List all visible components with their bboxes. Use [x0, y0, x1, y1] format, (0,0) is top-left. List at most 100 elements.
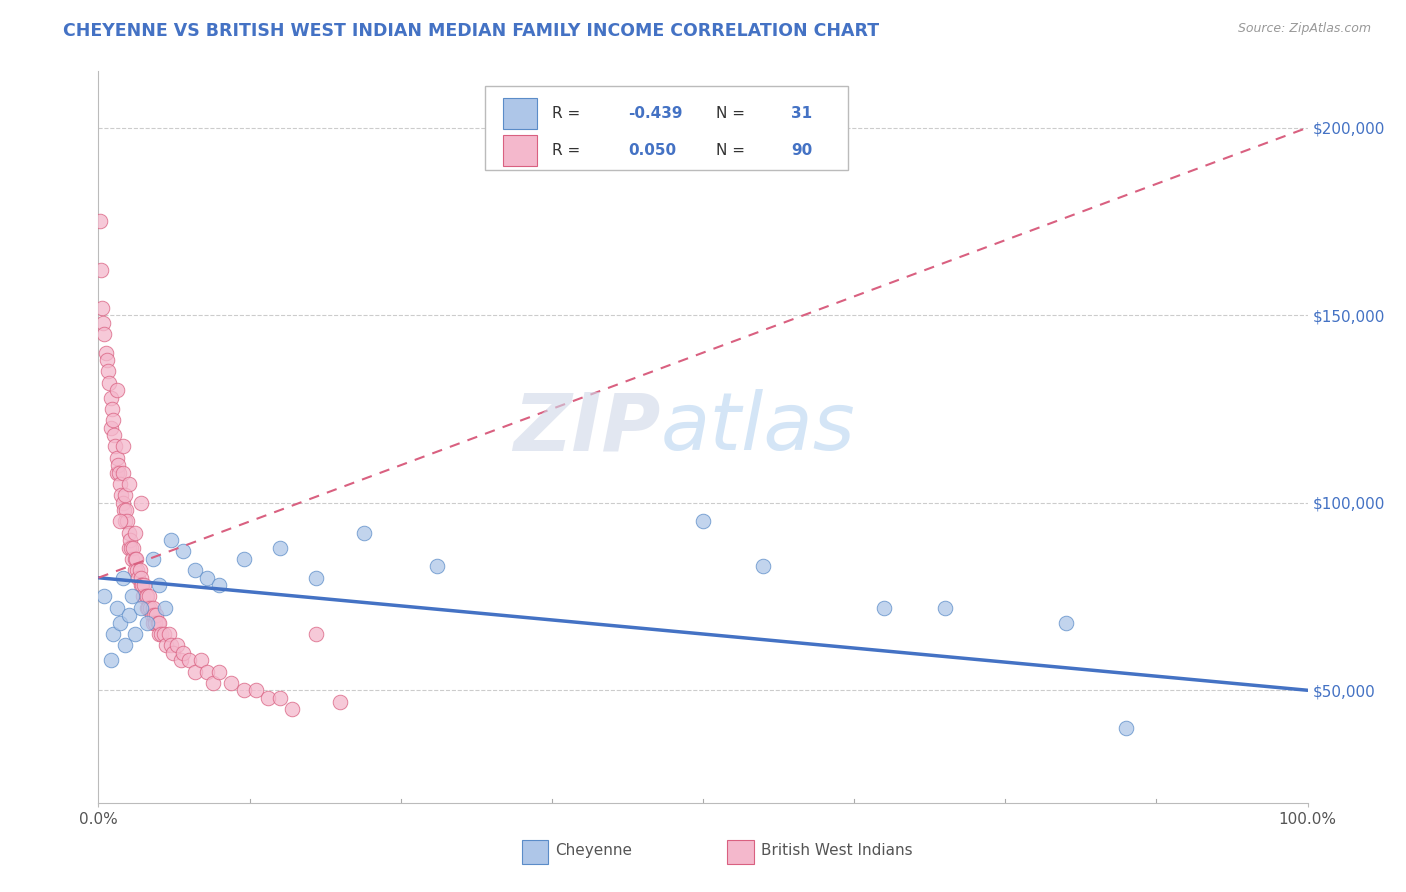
- Point: [91, 316, 114, 330]
- Bar: [503, 135, 537, 166]
- Point: [141, 608, 163, 623]
- Point: [208, 665, 231, 679]
- Point: [160, 533, 183, 548]
- Point: [120, 541, 142, 555]
- Point: [166, 638, 188, 652]
- Text: ZIP: ZIP: [513, 389, 661, 467]
- Point: [103, 428, 125, 442]
- Point: [269, 541, 291, 555]
- Point: [124, 627, 146, 641]
- Point: [107, 458, 129, 473]
- Point: [305, 571, 328, 585]
- Point: [752, 559, 775, 574]
- Point: [142, 615, 165, 630]
- Point: [150, 627, 173, 641]
- Point: [135, 590, 157, 604]
- Point: [129, 496, 152, 510]
- Point: [100, 391, 122, 405]
- Point: [94, 345, 117, 359]
- Point: [160, 638, 183, 652]
- Point: [195, 571, 218, 585]
- Point: [129, 600, 152, 615]
- Point: [232, 552, 254, 566]
- Point: [129, 571, 152, 585]
- Point: [169, 653, 191, 667]
- Point: [97, 364, 120, 378]
- Point: [132, 590, 155, 604]
- Point: [142, 552, 165, 566]
- Text: atlas: atlas: [661, 389, 856, 467]
- Point: [221, 675, 243, 690]
- Point: [152, 627, 174, 641]
- Point: [105, 466, 128, 480]
- Point: [101, 413, 124, 427]
- Point: [108, 615, 131, 630]
- Point: [157, 627, 180, 641]
- Point: [125, 552, 148, 566]
- Text: Source: ZipAtlas.com: Source: ZipAtlas.com: [1237, 22, 1371, 36]
- Text: -0.439: -0.439: [628, 106, 682, 121]
- FancyBboxPatch shape: [485, 86, 848, 170]
- Point: [172, 544, 194, 558]
- Point: [353, 525, 375, 540]
- Point: [115, 503, 138, 517]
- Point: [134, 578, 156, 592]
- Text: R =: R =: [553, 143, 585, 158]
- Bar: [522, 840, 548, 863]
- Bar: [503, 98, 537, 129]
- Point: [122, 541, 145, 555]
- Point: [114, 638, 136, 652]
- Point: [305, 627, 328, 641]
- Point: [1115, 721, 1137, 735]
- Text: 90: 90: [792, 143, 813, 158]
- Point: [112, 503, 135, 517]
- Point: [121, 552, 143, 566]
- Point: [111, 466, 134, 480]
- Point: [145, 608, 167, 623]
- Text: Cheyenne: Cheyenne: [555, 843, 633, 858]
- Point: [93, 590, 115, 604]
- Text: 0.050: 0.050: [628, 143, 676, 158]
- Point: [110, 488, 132, 502]
- Point: [135, 600, 157, 615]
- Point: [108, 515, 131, 529]
- Text: CHEYENNE VS BRITISH WEST INDIAN MEDIAN FAMILY INCOME CORRELATION CHART: CHEYENNE VS BRITISH WEST INDIAN MEDIAN F…: [63, 22, 879, 40]
- Point: [124, 525, 146, 540]
- Point: [129, 578, 152, 592]
- Point: [91, 301, 114, 315]
- Point: [100, 420, 122, 434]
- Point: [118, 608, 141, 623]
- Point: [143, 608, 166, 623]
- Point: [202, 675, 225, 690]
- Point: [114, 515, 136, 529]
- Point: [195, 665, 218, 679]
- Point: [108, 477, 131, 491]
- Point: [100, 401, 122, 416]
- Point: [143, 615, 166, 630]
- Point: [148, 615, 170, 630]
- Point: [104, 440, 127, 454]
- Point: [269, 690, 291, 705]
- Bar: [727, 840, 754, 863]
- Point: [1054, 615, 1077, 630]
- Point: [148, 578, 170, 592]
- Point: [105, 450, 128, 465]
- Point: [135, 615, 157, 630]
- Point: [90, 263, 112, 277]
- Point: [426, 559, 449, 574]
- Point: [118, 533, 141, 548]
- Point: [118, 541, 141, 555]
- Text: N =: N =: [716, 106, 751, 121]
- Text: British West Indians: British West Indians: [761, 843, 912, 858]
- Point: [135, 590, 157, 604]
- Point: [190, 653, 212, 667]
- Point: [98, 376, 121, 390]
- Point: [96, 353, 118, 368]
- Point: [148, 627, 170, 641]
- Text: R =: R =: [553, 106, 585, 121]
- Point: [208, 578, 231, 592]
- Point: [93, 326, 115, 341]
- Point: [162, 646, 184, 660]
- Point: [138, 590, 160, 604]
- Point: [128, 563, 150, 577]
